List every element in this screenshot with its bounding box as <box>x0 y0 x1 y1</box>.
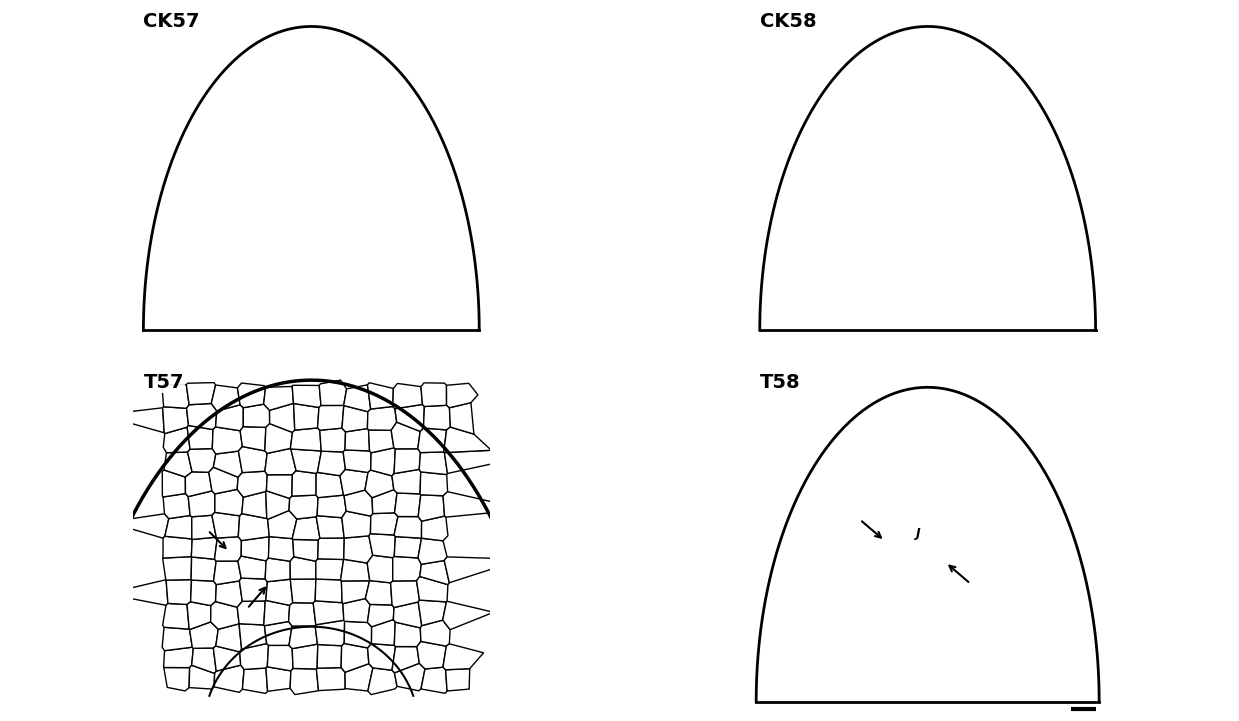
Text: T58: T58 <box>760 373 800 392</box>
Text: J: J <box>914 527 919 540</box>
Text: CK57: CK57 <box>144 12 199 31</box>
Text: T57: T57 <box>144 373 183 392</box>
Text: CK58: CK58 <box>760 12 817 31</box>
